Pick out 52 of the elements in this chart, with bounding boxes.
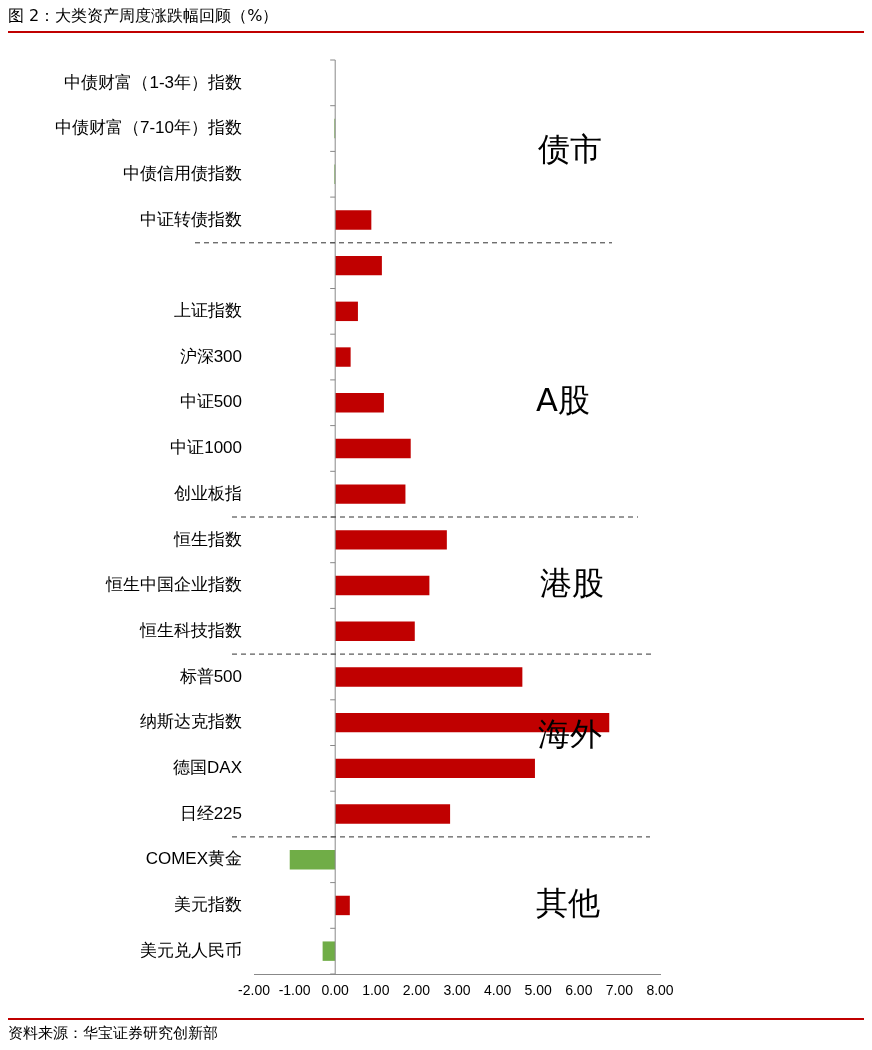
y-tick-label: 美元兑人民币 xyxy=(140,940,242,960)
bar xyxy=(335,210,372,230)
x-tick-label: 0.00 xyxy=(321,982,350,999)
y-tick-label: 上证指数 xyxy=(174,301,242,321)
y-tick-label: 纳斯达克指数 xyxy=(140,712,242,732)
x-tick-label: 7.00 xyxy=(605,982,634,999)
bar xyxy=(335,758,535,779)
x-tick-label: 5.00 xyxy=(524,982,553,999)
bar xyxy=(335,484,406,504)
y-tick-label: 恒生科技指数 xyxy=(139,620,242,640)
y-tick-label: 德国DAX xyxy=(173,758,242,778)
y-tick-label: 标普500 xyxy=(178,666,242,686)
x-tick-label: 1.00 xyxy=(362,982,390,999)
bar xyxy=(335,621,415,641)
bar xyxy=(289,850,336,870)
x-tick-label: 8.00 xyxy=(646,982,674,999)
y-tick-label: 中证转债指数 xyxy=(140,209,242,229)
x-tick-label: 4.00 xyxy=(483,982,512,999)
annotation: 其他 xyxy=(536,883,600,922)
bar xyxy=(335,530,447,550)
y-tick-label: 沪深300 xyxy=(179,346,242,366)
bar xyxy=(335,347,351,367)
annotation: 港股 xyxy=(540,563,604,602)
bar xyxy=(322,941,336,961)
y-tick-label: 创业板指 xyxy=(174,483,242,503)
y-tick-label: 恒生指数 xyxy=(173,529,242,549)
y-tick-label: 中债信用债指数 xyxy=(123,163,242,183)
bar xyxy=(335,255,382,276)
x-tick-label: -1.00 xyxy=(278,982,311,999)
x-tick-label: 2.00 xyxy=(402,982,431,999)
bar xyxy=(335,804,451,824)
annotation: A股 xyxy=(536,381,590,420)
x-tick-label: 6.00 xyxy=(565,982,593,999)
y-tick-label: 恒生中国企业指数 xyxy=(105,575,242,595)
annotation: 债市 xyxy=(538,129,602,168)
y-tick-label: 中债财富（1-3年）指数 xyxy=(64,72,242,92)
bar xyxy=(335,575,430,596)
y-tick-label: 日经225 xyxy=(179,803,242,823)
bar xyxy=(335,393,384,413)
y-tick-label: 中债财富（7-10年）指数 xyxy=(54,118,242,138)
text: 资料来源：华宝证券研究创新部 xyxy=(8,1018,864,1043)
bar xyxy=(335,438,411,459)
y-tick-label: 美元指数 xyxy=(174,895,242,915)
x-tick-label: -2.00 xyxy=(238,982,271,999)
bar xyxy=(335,301,358,322)
y-tick-label: COMEX黄金 xyxy=(145,849,242,869)
chart-title: 图 2：大类资产周度涨跌幅回顾（%） xyxy=(8,4,864,33)
y-tick-label: 中证1000 xyxy=(170,438,242,458)
bar xyxy=(335,895,350,916)
bar xyxy=(335,667,523,687)
x-tick-label: 3.00 xyxy=(443,982,471,999)
y-tick-label: 中证500 xyxy=(179,392,242,412)
